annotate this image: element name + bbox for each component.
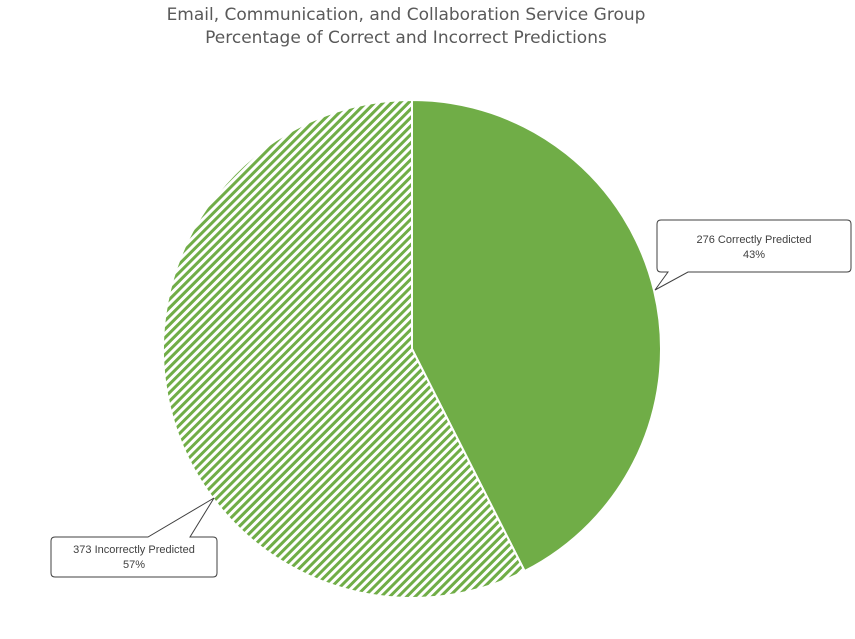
chart-title: Email, Communication, and Collaboration … (166, 5, 646, 25)
callout-box (654, 219, 852, 291)
pie-slice-incorrect (162, 98, 527, 599)
pie-slices (162, 98, 663, 599)
data-label-correct: 276 Correctly Predicted 43% (654, 219, 852, 291)
data-label-percent: 43% (743, 249, 765, 261)
data-label-percent: 57% (123, 559, 145, 571)
callout-box (50, 497, 218, 578)
data-label-count: 276 Correctly Predicted (697, 234, 812, 246)
pie-slice-correct (411, 98, 663, 573)
data-label-callouts: 276 Correctly Predicted 43% 373 Incorrectl… (50, 219, 852, 578)
data-label-count: 373 Incorrectly Predicted (73, 544, 195, 556)
chart-subtitle: Percentage of Correct and Incorrect Pred… (205, 28, 607, 48)
data-label-incorrect: 373 Incorrectly Predicted 57% (50, 497, 218, 578)
chart-title-block: Email, Communication, and Collaboration … (0, 4, 812, 50)
